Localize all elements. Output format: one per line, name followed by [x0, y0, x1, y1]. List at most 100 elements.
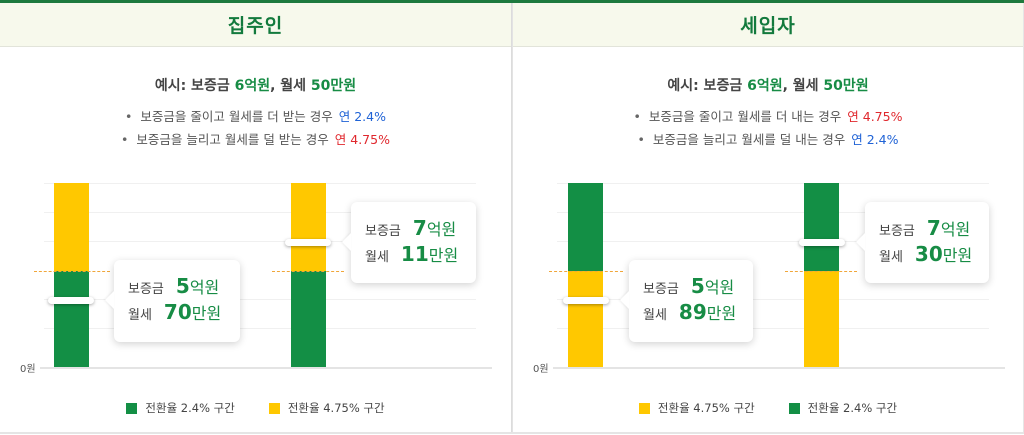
- tooltip-deposit-increase: 보증금 7 억원 월세 11 만원: [351, 202, 476, 283]
- bar-segment-4.75: [291, 183, 326, 271]
- grid-line: [557, 299, 989, 300]
- slider-handle[interactable]: [48, 297, 94, 304]
- bar-deposit-increase: [291, 183, 326, 367]
- bullet-item: • 보증금을 늘리고 월세를 덜 내는 경우 연 2.4%: [638, 130, 899, 149]
- grid-line: [44, 328, 476, 329]
- bar-segment-2.4: [804, 183, 839, 271]
- tooltip-rent-unit: 만원: [942, 246, 973, 265]
- chart-baseline: [40, 367, 492, 369]
- legend-swatch-green-icon: [126, 402, 138, 414]
- tooltip-deposit-value: 7: [926, 216, 941, 240]
- reference-dashed-line: [785, 271, 857, 272]
- example-rent: 50만원: [823, 78, 869, 94]
- tooltip-deposit-row: 보증금 5 억원: [128, 274, 226, 300]
- tooltip-rent-unit: 만원: [428, 246, 459, 265]
- bar-segment-2.4: [291, 271, 326, 367]
- tooltip-rent-label: 월세: [128, 308, 152, 323]
- tooltip-deposit-unit: 억원: [426, 220, 457, 239]
- legend-label: 전환율 2.4% 구간: [807, 401, 898, 415]
- tooltip-rent-unit: 만원: [706, 304, 737, 323]
- bullet-item: • 보증금을 줄이고 월세를 더 받는 경우 연 2.4%: [125, 107, 386, 126]
- bullet-rate: 연 2.4%: [851, 132, 899, 147]
- slider-handle[interactable]: [563, 297, 609, 304]
- bullet-dot-icon: •: [121, 132, 129, 147]
- legend-swatch-yellow-icon: [268, 402, 280, 414]
- chart-legend: 전환율 2.4% 구간 전환율 4.75% 구간: [0, 400, 511, 416]
- bar-segment-4.75: [568, 271, 603, 367]
- bar-segment-4.75: [54, 183, 89, 271]
- tooltip-deposit-label: 보증금: [643, 282, 679, 297]
- tooltip-rent-label: 월세: [879, 250, 903, 265]
- tooltip-deposit-label: 보증금: [365, 224, 401, 239]
- example-prefix: 예시: 보증금: [154, 78, 235, 94]
- bullet-text: 보증금을 늘리고 월세를 덜 내는 경우: [652, 132, 846, 147]
- bar-segment-4.75: [804, 271, 839, 367]
- tooltip-deposit-value: 5: [690, 274, 705, 298]
- bullet-item: • 보증금을 늘리고 월세를 덜 받는 경우 연 4.75%: [121, 130, 390, 149]
- tooltip-rent-row: 월세 30 만원: [879, 242, 975, 268]
- bar-segment-2.4: [568, 183, 603, 271]
- grid-line: [44, 183, 476, 184]
- tooltip-rent-row: 월세 70 만원: [128, 300, 226, 326]
- panel-header: 집주인: [0, 3, 511, 47]
- tooltip-rent-label: 월세: [365, 250, 389, 265]
- tooltip-deposit-row: 보증금 5 억원: [643, 274, 739, 300]
- panel-header: 세입자: [513, 3, 1023, 47]
- landlord-panel: 집주인 예시: 보증금 6억원, 월세 50만원 • 보증금을 줄이고 월세를 더…: [0, 3, 512, 433]
- legend-label: 전환율 4.75% 구간: [287, 401, 385, 415]
- tooltip-deposit-unit: 억원: [189, 278, 220, 297]
- tooltip-deposit-increase: 보증금 7 억원 월세 30 만원: [865, 202, 989, 283]
- bullet-text: 보증금을 줄이고 월세를 더 받는 경우: [140, 109, 333, 124]
- bar-segment-2.4: [54, 271, 89, 367]
- tooltip-deposit-unit: 억원: [940, 220, 971, 239]
- tooltip-deposit-unit: 억원: [704, 278, 735, 297]
- tooltip-rent-label: 월세: [643, 308, 667, 323]
- tooltip-rent-value: 11: [400, 242, 429, 266]
- example-line: 예시: 보증금 6억원, 월세 50만원: [513, 75, 1023, 95]
- tooltip-rent-row: 월세 89 만원: [643, 300, 739, 326]
- example-mid: , 월세: [270, 78, 311, 94]
- grid-line: [44, 241, 476, 242]
- bar-deposit-increase: [804, 183, 839, 367]
- chart-legend: 전환율 4.75% 구간 전환율 2.4% 구간: [513, 400, 1023, 416]
- legend-item-4.75: 전환율 4.75% 구간: [268, 400, 385, 416]
- bullet-list: • 보증금을 줄이고 월세를 더 받는 경우 연 2.4% • 보증금을 늘리고 월세…: [0, 107, 511, 149]
- legend-item-2.4: 전환율 2.4% 구간: [126, 400, 235, 416]
- grid-line: [557, 328, 989, 329]
- tenant-panel: 세입자 예시: 보증금 6억원, 월세 50만원 • 보증금을 줄이고 월세를 더…: [512, 3, 1024, 433]
- grid-line: [44, 212, 476, 213]
- tooltip-rent-unit: 만원: [191, 304, 222, 323]
- tooltip-rent-value: 70: [163, 300, 192, 324]
- panel-title: 집주인: [227, 15, 284, 37]
- example-line: 예시: 보증금 6억원, 월세 50만원: [0, 75, 511, 95]
- top-accent-bar: [0, 0, 1024, 3]
- legend-swatch-green-icon: [788, 402, 800, 414]
- tooltip-deposit-decrease: 보증금 5 억원 월세 70 만원: [114, 260, 240, 342]
- bottom-border: [0, 432, 1024, 434]
- grid-line: [44, 299, 476, 300]
- slider-handle[interactable]: [285, 239, 331, 246]
- tooltip-deposit-value: 7: [412, 216, 427, 240]
- panel-title: 세입자: [740, 15, 796, 37]
- tooltip-deposit-row: 보증금 7 억원: [365, 216, 462, 242]
- grid-line: [557, 183, 989, 184]
- tooltip-deposit-label: 보증금: [879, 224, 915, 239]
- chart-baseline: [553, 367, 1005, 369]
- reference-dashed-line: [272, 271, 344, 272]
- y-axis-zero-label: 0원: [20, 364, 36, 375]
- bar-deposit-decrease: [54, 183, 89, 367]
- y-axis-zero-label: 0원: [533, 364, 549, 375]
- example-mid: , 월세: [782, 78, 824, 94]
- example-prefix: 예시: 보증금: [667, 78, 748, 94]
- legend-label: 전환율 2.4% 구간: [145, 401, 235, 415]
- reference-dashed-line: [549, 271, 623, 272]
- legend-item-4.75: 전환율 4.75% 구간: [638, 400, 755, 416]
- bullet-text: 보증금을 늘리고 월세를 덜 받는 경우: [136, 132, 329, 147]
- reference-dashed-line: [34, 271, 110, 272]
- legend-label: 전환율 4.75% 구간: [657, 401, 755, 415]
- slider-handle[interactable]: [799, 239, 845, 246]
- bullet-dot-icon: •: [125, 109, 133, 124]
- tooltip-deposit-row: 보증금 7 억원: [879, 216, 975, 242]
- tooltip-rent-value: 89: [678, 300, 707, 324]
- example-deposit: 6억원: [747, 78, 783, 94]
